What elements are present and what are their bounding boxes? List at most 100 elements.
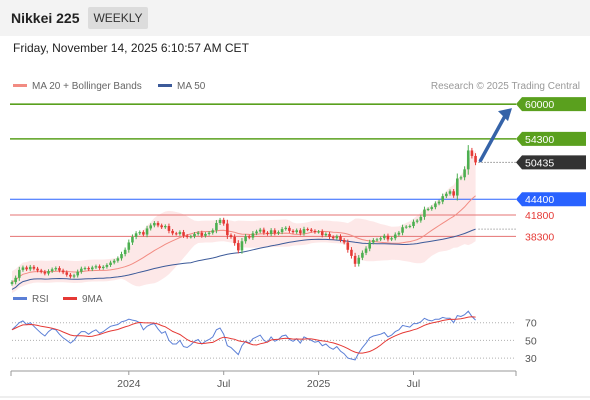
candle bbox=[218, 217, 222, 225]
candle bbox=[364, 246, 368, 256]
candle bbox=[28, 264, 32, 272]
candle bbox=[390, 236, 393, 242]
candle bbox=[368, 239, 371, 252]
candle-body bbox=[142, 232, 145, 235]
rsi-tick-30: 30 bbox=[525, 353, 537, 365]
candle-body bbox=[383, 235, 386, 239]
legend-9ma: 9MA bbox=[63, 294, 103, 305]
candle-body bbox=[423, 209, 426, 217]
candle bbox=[339, 234, 342, 243]
candle-body bbox=[437, 201, 441, 204]
candle bbox=[145, 225, 149, 238]
level-labels-layer: 60000 54300 50435 44400 41800 38300 bbox=[516, 97, 586, 243]
level-label-54300: 54300 bbox=[516, 131, 586, 146]
candle-body bbox=[445, 193, 448, 197]
candle-body bbox=[69, 274, 72, 277]
level-label-text: 50435 bbox=[525, 157, 554, 169]
candle-body bbox=[39, 270, 43, 272]
candle bbox=[375, 237, 379, 242]
candle bbox=[54, 266, 58, 271]
candle-body bbox=[372, 240, 375, 243]
candle bbox=[174, 231, 178, 236]
candle-body bbox=[280, 229, 284, 233]
ma20-line bbox=[11, 195, 476, 283]
candle-body bbox=[247, 236, 251, 238]
candle bbox=[269, 228, 273, 237]
candle bbox=[310, 228, 313, 233]
report-datetime: Friday, November 14, 2025 6:10:57 AM CET bbox=[13, 41, 249, 55]
candle-body bbox=[222, 219, 225, 224]
candles-layer bbox=[10, 145, 477, 286]
candle-body bbox=[80, 268, 83, 272]
candle bbox=[255, 229, 258, 236]
rsi-line bbox=[11, 310, 476, 361]
candle bbox=[43, 269, 47, 276]
candle-body bbox=[167, 226, 171, 231]
level-label-tag bbox=[516, 155, 586, 170]
candle bbox=[470, 147, 474, 159]
candle bbox=[76, 269, 79, 278]
candle-body bbox=[415, 220, 419, 222]
candle-body bbox=[361, 252, 364, 258]
candle-body bbox=[262, 229, 266, 233]
candle bbox=[233, 234, 236, 246]
candle bbox=[441, 193, 444, 205]
level-label-tag bbox=[516, 131, 586, 146]
candle bbox=[331, 235, 335, 240]
candle-body bbox=[178, 232, 182, 234]
candle bbox=[153, 221, 156, 228]
header-bar: Nikkei 225 WEEKLY bbox=[0, 0, 590, 36]
candle bbox=[430, 205, 434, 211]
legend-rsi-label: RSI bbox=[32, 294, 49, 305]
candle-body bbox=[193, 233, 196, 237]
candle-body bbox=[54, 268, 58, 270]
candle-body bbox=[306, 229, 309, 231]
candle-body bbox=[386, 235, 390, 240]
candle-body bbox=[237, 243, 240, 251]
candle-body bbox=[18, 269, 21, 278]
candle-body bbox=[233, 236, 236, 244]
candle-body bbox=[255, 231, 258, 234]
candle-body bbox=[28, 266, 32, 270]
candle-body bbox=[313, 230, 317, 233]
candle-body bbox=[357, 257, 361, 264]
candle bbox=[65, 270, 69, 277]
legend-ma20-label: MA 20 + Bollinger Bands bbox=[32, 81, 142, 92]
candle bbox=[112, 258, 116, 265]
candle-body bbox=[76, 271, 79, 276]
candle bbox=[94, 264, 98, 270]
candle bbox=[18, 266, 21, 281]
candle bbox=[291, 229, 295, 234]
forecast-arrow-shaft bbox=[478, 112, 508, 163]
candle bbox=[98, 264, 101, 270]
candle bbox=[426, 207, 430, 212]
candle bbox=[215, 220, 218, 234]
candle-body bbox=[153, 222, 156, 226]
candle-body bbox=[331, 236, 335, 239]
candle-body bbox=[466, 150, 470, 170]
candle bbox=[320, 229, 324, 238]
candle bbox=[189, 234, 193, 239]
period-selector[interactable]: WEEKLY bbox=[88, 7, 148, 29]
candle bbox=[127, 239, 131, 253]
bollinger-band-layer bbox=[12, 150, 476, 293]
candle-body bbox=[185, 235, 189, 237]
candle bbox=[47, 269, 50, 276]
candle-body bbox=[350, 249, 353, 256]
candle bbox=[91, 265, 94, 272]
candle-body bbox=[277, 232, 280, 234]
ma50-line bbox=[11, 228, 476, 290]
candle-body bbox=[87, 268, 90, 270]
candle-body bbox=[335, 236, 339, 239]
candle bbox=[379, 236, 382, 242]
candle bbox=[386, 233, 390, 242]
candle bbox=[456, 173, 459, 201]
candle bbox=[178, 230, 182, 236]
time-axis-label-2025: 2025 bbox=[307, 378, 331, 390]
candle-body bbox=[58, 268, 61, 271]
candle-body bbox=[404, 226, 408, 228]
candle-body bbox=[474, 155, 477, 163]
candle-body bbox=[83, 268, 87, 270]
candle-body bbox=[258, 229, 262, 232]
